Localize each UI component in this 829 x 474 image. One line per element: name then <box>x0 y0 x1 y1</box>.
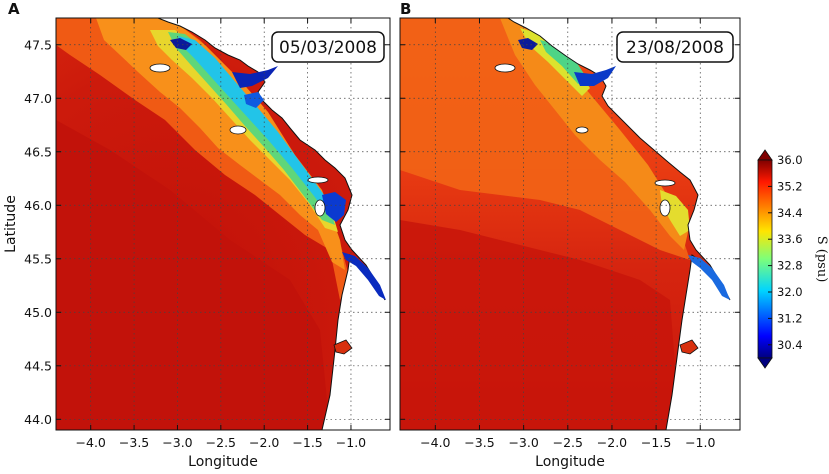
estuary-vilaine-b <box>518 38 538 50</box>
colorbar-tick-label: 35.2 <box>777 179 803 193</box>
colorbar-tick-label: 32.0 <box>777 285 803 299</box>
date-label-b: 23/08/2008 <box>626 38 724 58</box>
arcachon-b <box>679 339 699 355</box>
x-tick-label-b: −1.5 <box>641 435 671 450</box>
estuary-gironde-b <box>688 255 730 300</box>
x-tick-label-b: −2.0 <box>597 435 627 450</box>
y-tick-label: 44.5 <box>24 358 52 373</box>
x-axis-label-b: Longitude <box>535 454 605 470</box>
y-tick-label: 47.5 <box>24 37 52 52</box>
x-tick-label-b: −4.0 <box>420 435 450 450</box>
x-tick-label-a: −4.0 <box>76 435 106 450</box>
ticks-b: −4.0 −3.5 −3.0 −2.5 −2.0 −1.5 −1.0 <box>400 18 740 450</box>
x-tick-label-b: −1.0 <box>685 435 715 450</box>
grid-a <box>56 18 390 430</box>
island-re-b <box>654 179 676 187</box>
ticks-a: −4.0 −3.5 −3.0 −2.5 −2.0 −1.5 −1.0 44.0 44.5 45.0… <box>24 18 390 450</box>
colorbar-tick-label: 32.8 <box>777 259 803 273</box>
panel-label-b: B <box>400 0 411 18</box>
deep-ocean-b <box>400 220 680 430</box>
x-tick-label-a: −1.5 <box>292 435 322 450</box>
axes-frame-b <box>399 17 741 431</box>
x-tick-label-a: −2.5 <box>206 435 236 450</box>
colorbar-tick-label: 30.4 <box>777 338 803 352</box>
y-tick-label: 45.0 <box>24 305 52 320</box>
x-tick-label-a: −3.5 <box>119 435 149 450</box>
x-tick-label-b: −3.0 <box>508 435 538 450</box>
colorbar: 30.4 31.2 32.0 32.8 33.6 34.4 35.2 36.0 S (psu) <box>757 149 829 369</box>
colorbar-label: S (psu) <box>814 236 829 283</box>
deep-ocean-a <box>56 120 330 430</box>
plume-yellow-b <box>520 28 590 96</box>
estuary-vilaine-a <box>170 38 192 50</box>
colorbar-extend-min <box>757 357 773 369</box>
plume-green-a <box>168 32 335 225</box>
colorbar-tick-label: 36.0 <box>777 153 803 167</box>
axes-frame-a <box>55 17 391 431</box>
island-yeu-b <box>575 126 589 134</box>
estuary-loire-a <box>232 66 278 88</box>
island-oleron-b <box>659 199 671 217</box>
plume-cyan-a <box>178 36 336 218</box>
arcachon-a <box>333 339 353 355</box>
land-b <box>507 18 740 430</box>
island-oleron-a <box>314 199 326 217</box>
x-tick-label-b: −3.5 <box>464 435 494 450</box>
estuary-loire-b <box>574 66 616 86</box>
plume-orange-b <box>500 18 688 250</box>
colorbar-extend-max <box>757 149 773 161</box>
colorbar-tick-label: 34.4 <box>777 206 803 220</box>
panel-label-a: A <box>8 0 20 18</box>
bay-bourgneuf-a <box>244 92 264 108</box>
y-tick-label: 46.0 <box>24 198 52 213</box>
y-tick-label: 45.5 <box>24 251 52 266</box>
date-box-a: 05/03/2008 <box>271 31 385 63</box>
shelf-band-b <box>400 18 690 260</box>
colorbar-tick-label: 31.2 <box>777 311 803 325</box>
land-a <box>157 18 390 430</box>
island-re-a <box>307 176 329 184</box>
shelf-band-a <box>56 18 350 300</box>
grid-b <box>400 18 740 430</box>
x-tick-label-a: −1.0 <box>336 435 366 450</box>
colorbar-bar <box>757 159 773 359</box>
x-axis-label-a: Longitude <box>188 454 258 470</box>
island-yeu-a <box>229 125 247 135</box>
panel-b <box>400 18 740 430</box>
estuary-gironde-a <box>342 252 386 300</box>
date-box-b: 23/08/2008 <box>616 31 734 63</box>
x-tick-label-b: −2.5 <box>553 435 583 450</box>
island-belle-ile-b <box>494 63 516 73</box>
y-tick-label: 44.0 <box>24 412 52 427</box>
x-tick-label-a: −2.0 <box>249 435 279 450</box>
date-label-a: 05/03/2008 <box>279 38 377 58</box>
island-belle-ile-a <box>149 63 171 73</box>
y-axis-label: Latitude <box>3 195 19 253</box>
bay-charente-a <box>322 192 346 222</box>
colorbar-ticks: 30.4 31.2 32.0 32.8 33.6 34.4 35.2 36.0 <box>768 153 803 352</box>
x-tick-label-a: −3.0 <box>162 435 192 450</box>
y-tick-label: 46.5 <box>24 144 52 159</box>
panel-a <box>56 18 390 430</box>
colorbar-tick-label: 33.6 <box>777 232 803 246</box>
y-tick-label: 47.0 <box>24 91 52 106</box>
